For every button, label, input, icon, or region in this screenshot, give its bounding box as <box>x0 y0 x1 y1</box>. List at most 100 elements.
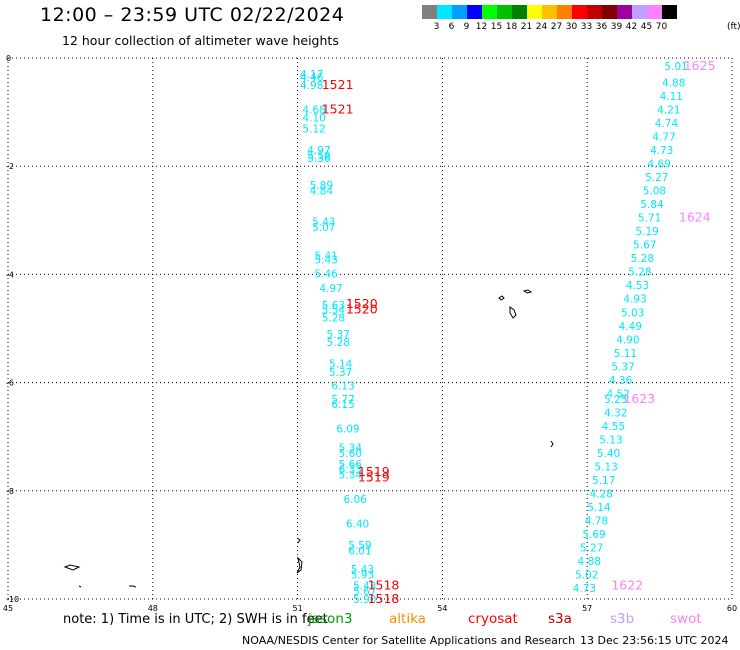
legend-swatch <box>512 5 527 19</box>
y-tick-label: -2 <box>6 162 14 171</box>
grid <box>7 57 733 600</box>
data-label: 5.27 <box>580 543 603 555</box>
legend-swatch <box>557 5 572 19</box>
data-label: 6.13 <box>331 380 354 392</box>
data-label: 5.37 <box>329 367 352 379</box>
legend-label: 3 <box>433 22 440 32</box>
data-label: 4.46 <box>300 72 324 84</box>
color-legend <box>422 5 677 19</box>
data-label: 4.77 <box>652 131 675 143</box>
data-label: 1521 <box>322 77 354 92</box>
legend-label: 27 <box>550 22 563 32</box>
data-label: 5.43 <box>314 254 337 266</box>
legend-swatch <box>617 5 632 19</box>
data-label: 4.28 <box>590 489 613 501</box>
data-label: 4.52 <box>607 388 630 400</box>
data-label: 5.66 <box>339 459 363 471</box>
data-label: 4.98 <box>300 80 323 92</box>
data-label: 5.03 <box>621 307 644 319</box>
data-label: 4.32 <box>604 407 627 419</box>
data-label: 4.53 <box>626 280 649 292</box>
legend-label: 33 <box>580 22 593 32</box>
data-label: 1622 <box>611 577 643 592</box>
satellite-name-cryosat: cryosat <box>468 611 518 627</box>
data-label: 5.28 <box>322 313 345 325</box>
footer-credit: NOAA/NESDIS Center for Satellite Applica… <box>242 634 576 647</box>
island-shape <box>129 585 137 588</box>
data-label: 1624 <box>679 210 711 225</box>
axis-tick-labels: 45 48 51 54 57 60 0 -2 -4 -6 -8 -10 <box>3 54 737 613</box>
legend-swatch <box>662 5 677 19</box>
data-label: 5.59 <box>348 540 371 552</box>
legend-swatch <box>452 5 467 19</box>
data-label: 4.73 <box>573 583 596 595</box>
data-label: 5.28 <box>628 267 651 279</box>
y-tick-label: -4 <box>6 270 14 279</box>
data-label: 5.37 <box>327 329 350 341</box>
chart-title: 12:00 – 23:59 UTC 02/22/2024 <box>40 4 345 26</box>
data-label: 5.77 <box>331 394 354 406</box>
data-label: 5.28 <box>631 253 654 265</box>
data-label: 4.10 <box>302 113 325 125</box>
data-label: 4.78 <box>585 516 608 528</box>
data-label: 1625 <box>684 58 716 73</box>
data-label: 1518 <box>368 577 400 592</box>
data-labels: 4.174.464.984.684.105.124.975.595.365.89… <box>300 58 716 606</box>
data-label: 1519 <box>358 464 390 479</box>
legend-swatch <box>497 5 512 19</box>
data-label: 5.43 <box>312 216 335 228</box>
legend-swatch <box>437 5 452 19</box>
legend-swatch <box>602 5 617 19</box>
satellite-name-jason3: jason3 <box>308 611 353 627</box>
data-label: 4.73 <box>650 145 673 157</box>
legend-label: 30 <box>565 22 578 32</box>
x-tick-label: 45 <box>3 604 13 613</box>
y-tick-label: -6 <box>6 379 14 388</box>
data-label: 4.84 <box>310 186 334 198</box>
data-label: 5.59 <box>307 150 330 162</box>
data-label: 5.71 <box>638 213 661 225</box>
island-shape <box>509 306 517 319</box>
satellite-name-s3a: s3a <box>548 611 572 627</box>
data-label: 5.67 <box>353 586 376 598</box>
data-label: 6.40 <box>346 518 369 530</box>
island-shape <box>522 289 533 294</box>
data-label: 4.97 <box>319 283 342 295</box>
data-label: 1623 <box>623 391 655 406</box>
x-tick-label: 57 <box>582 604 592 613</box>
legend-label: 6 <box>448 22 455 32</box>
y-tick-label: 0 <box>6 54 11 63</box>
data-label: 5.67 <box>633 240 656 252</box>
data-label: 6.09 <box>336 424 359 436</box>
data-label: 5.43 <box>351 564 374 576</box>
data-label: 4.93 <box>623 294 646 306</box>
data-label: 5.46 <box>314 268 338 280</box>
chart-subtitle: 12 hour collection of altimeter wave hei… <box>62 33 339 48</box>
data-label: 5.17 <box>592 475 615 487</box>
data-label: 5.11 <box>614 348 637 360</box>
data-label: 5.25 <box>604 394 627 406</box>
legend-label: 39 <box>610 22 623 32</box>
data-label: 5.14 <box>329 359 353 371</box>
legend-unit: (ft) <box>727 22 740 32</box>
y-tick-label: -10 <box>6 595 19 604</box>
island-shape <box>550 440 554 448</box>
legend-swatch <box>482 5 497 19</box>
island-shape <box>78 585 82 588</box>
data-label: 5.28 <box>327 337 350 349</box>
legend-label: 15 <box>490 22 503 32</box>
data-label: 1521 <box>322 101 354 116</box>
data-label: 5.41 <box>314 250 337 262</box>
data-label: 5.43 <box>353 580 376 592</box>
data-label: 5.34 <box>339 470 363 482</box>
data-label: 5.14 <box>587 502 611 514</box>
data-label: 4.11 <box>660 91 683 103</box>
legend-label: 9 <box>463 22 470 32</box>
data-label: 5.93 <box>351 570 374 582</box>
data-label: 5.13 <box>594 461 617 473</box>
data-label: 5.07 <box>312 222 335 234</box>
legend-label: 42 <box>625 22 638 32</box>
satellite-name-s3b: s3b <box>610 611 635 627</box>
data-label: 5.37 <box>611 361 634 373</box>
